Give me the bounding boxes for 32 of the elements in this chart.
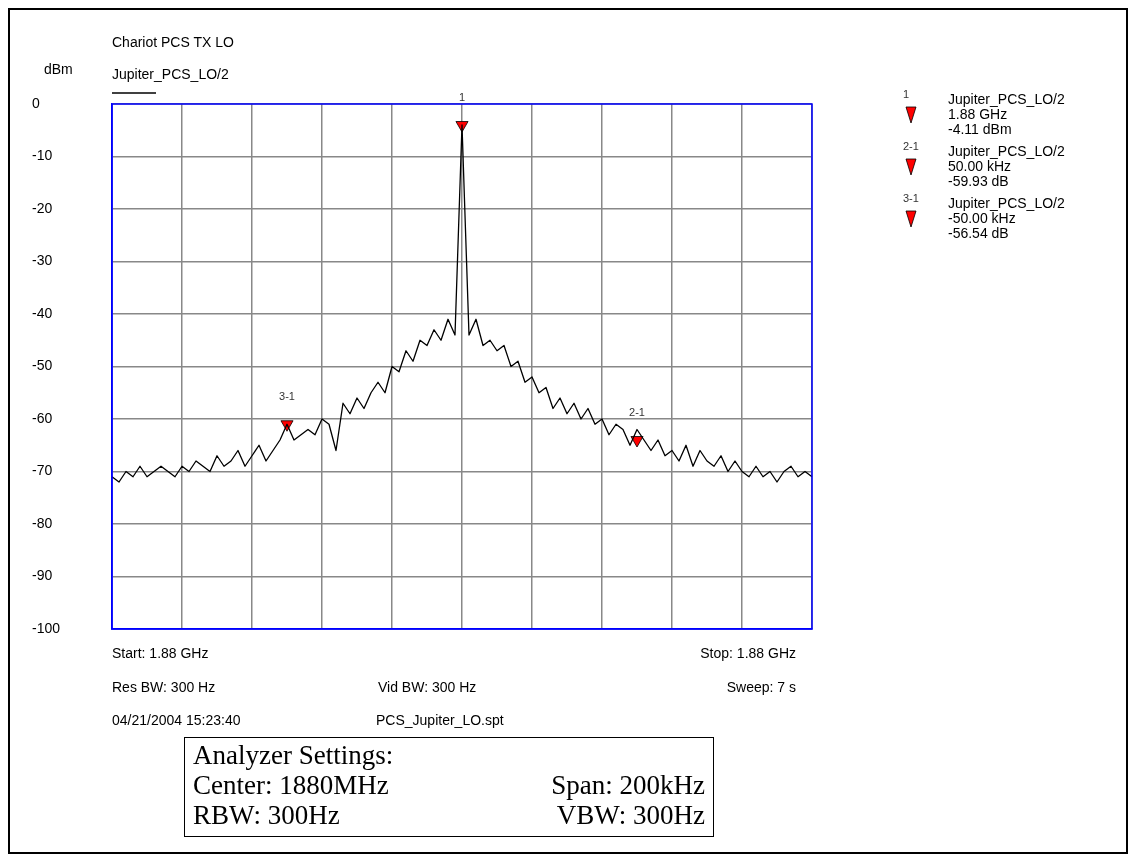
- y-tick-label: 0: [32, 94, 40, 111]
- text: Jupiter_PCS_LO/2 -50.00 kHz -56.54 dB: [948, 195, 1065, 241]
- text: Sweep: 7 s: [726, 679, 796, 695]
- y-tick-label: -60: [32, 409, 53, 426]
- text: 04/21/2004 15:23:40: [112, 712, 241, 728]
- y-tick-label: -50: [32, 357, 53, 374]
- y-tick-label: -30: [32, 252, 53, 269]
- point: [630, 436, 644, 448]
- text: 2-1: [903, 140, 919, 152]
- y-tick-label: -10: [32, 147, 53, 164]
- y-tick-label: -100: [32, 619, 61, 636]
- annotation: 1: [458, 90, 466, 103]
- text: 3-1: [903, 192, 919, 204]
- text: 1: [903, 88, 910, 100]
- y-tick-label: -90: [32, 567, 53, 584]
- chart-title: Chariot PCS TX LO: [112, 34, 234, 50]
- y-axis-title: dBm: [44, 61, 73, 77]
- y-tick-label: -40: [32, 304, 53, 321]
- annotation: 2-1: [629, 405, 645, 418]
- text: Jupiter_PCS_LO/2: [112, 66, 229, 82]
- text: PCS_Jupiter_LO.spt: [376, 712, 504, 728]
- text: Stop: 1.88 GHz: [700, 645, 796, 661]
- text: Start: 1.88 GHz: [112, 645, 209, 661]
- y-tick-label: -80: [32, 514, 53, 531]
- y-tick-label: -70: [32, 462, 53, 479]
- text: Jupiter_PCS_LO/2 50.00 kHz -59.93 dB: [948, 143, 1065, 189]
- text: Jupiter_PCS_LO/2 1.88 GHz -4.11 dBm: [948, 91, 1065, 137]
- annotation: 3-1: [279, 389, 295, 402]
- text: Vid BW: 300 Hz: [378, 679, 477, 695]
- settings-box: Analyzer Settings: Center: 1880MHz Span: 200kHz RBW: 300Hz VBW: 300Hz: [184, 737, 714, 837]
- y-tick-label: -20: [32, 199, 53, 216]
- text: Res BW: 300 Hz: [112, 679, 216, 695]
